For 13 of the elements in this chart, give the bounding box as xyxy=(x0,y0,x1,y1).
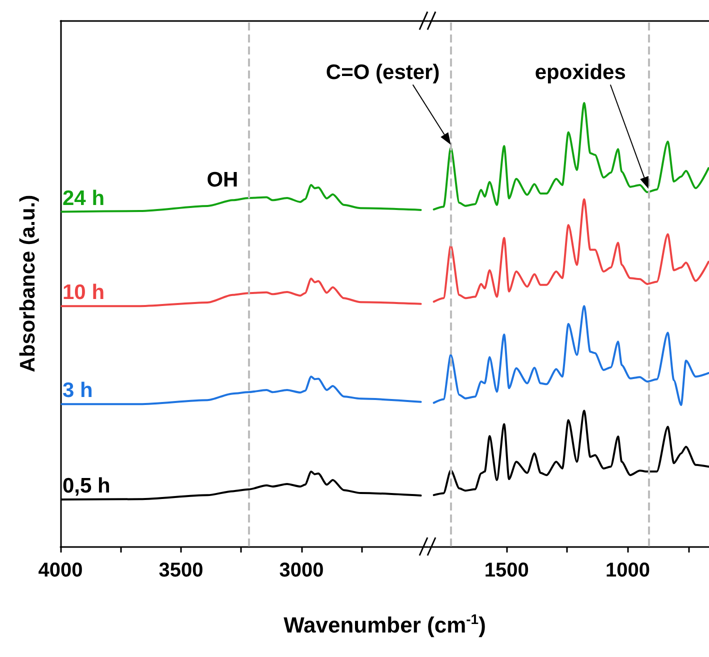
annotation: OH xyxy=(206,168,238,192)
x-tick-label: 1000 xyxy=(606,560,650,582)
text: epoxides xyxy=(534,61,626,84)
series-label: 24 h xyxy=(62,186,105,210)
x-tick-label: 1500 xyxy=(484,560,529,582)
x-tick-label: 4000 xyxy=(38,560,83,582)
y-axis-title: Absorbance (a.u.) xyxy=(16,194,40,372)
series-label: 10 h xyxy=(62,281,105,304)
series-label: 0,5 h xyxy=(62,474,110,498)
text: C=O (ester) xyxy=(326,61,440,84)
x-tick-label: 3000 xyxy=(279,560,324,582)
series-label: 3 h xyxy=(62,379,93,402)
x-tick-label: 3500 xyxy=(158,560,204,582)
